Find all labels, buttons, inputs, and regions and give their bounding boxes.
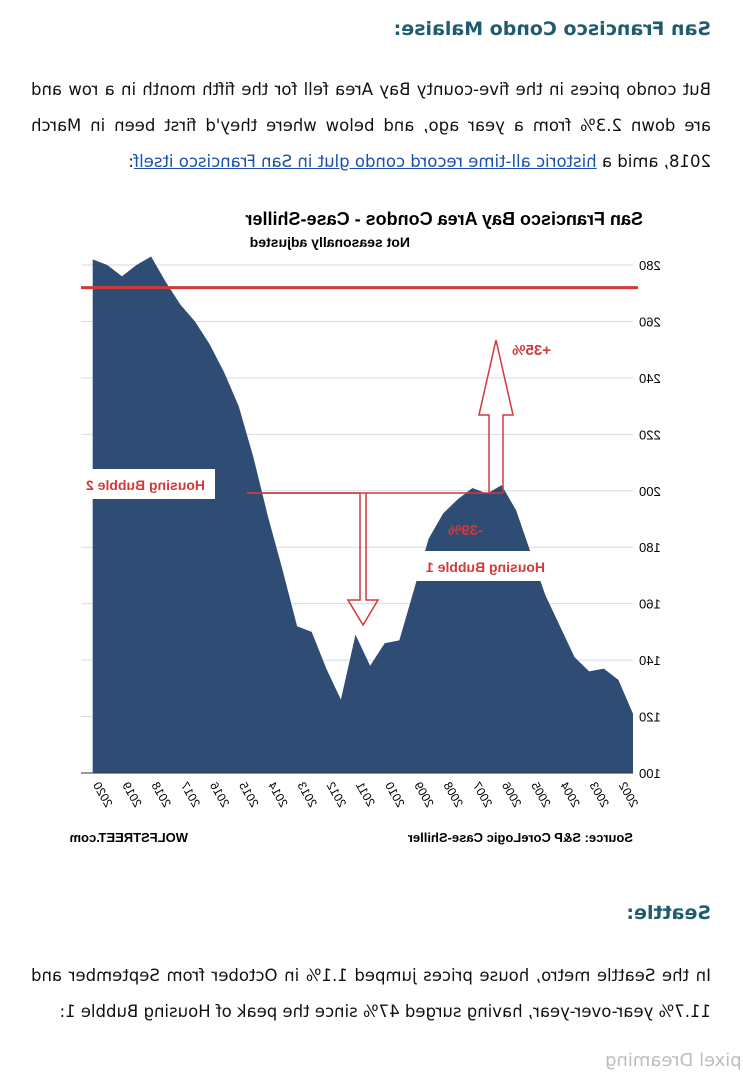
- x-tick-label: 2014: [265, 779, 291, 809]
- sf-paragraph: But condo prices in the five-county Bay …: [31, 72, 711, 180]
- annotations: -39% +35% Housing Bubble 2 Housing Bubbl…: [57, 339, 555, 627]
- y-tick-label: 140: [639, 653, 661, 668]
- y-tick-label: 260: [639, 314, 661, 329]
- y-tick-label: 160: [639, 597, 661, 612]
- x-tick-label: 2010: [382, 779, 408, 809]
- x-tick-label: 2006: [499, 779, 525, 809]
- case-shiller-chart: San Francisco Bay Area Condos - Case-Shi…: [57, 209, 661, 845]
- x-tick-label: 2013: [294, 779, 320, 809]
- section-heading-sf: San Francisco Condo Malaise:: [393, 18, 711, 40]
- x-tick-label: 2011: [353, 779, 378, 809]
- y-tick-label: 280: [639, 258, 661, 273]
- x-tick-label: 2004: [557, 779, 583, 809]
- bubble1-label: Housing Bubble 1: [426, 559, 545, 575]
- chart-subtitle: Not seasonally adjusted: [250, 234, 410, 250]
- section-heading-seattle: Seattle:: [626, 902, 711, 924]
- chart-title: San Francisco Bay Area Condos - Case-Shi…: [246, 209, 643, 229]
- chart-source: Source: S&P CoreLogic Case-Shiller: [408, 830, 633, 845]
- x-tick-label: 2008: [440, 779, 466, 809]
- x-tick-label: 2005: [528, 779, 554, 809]
- plot-area: [81, 256, 638, 774]
- drop-arrow-outline: [247, 492, 380, 627]
- y-tick-label: 220: [639, 427, 661, 442]
- x-tick-label: 2012: [324, 779, 350, 809]
- bubble2-label-box: [57, 469, 215, 499]
- y-tick-label: 120: [639, 710, 661, 725]
- condo-glut-link[interactable]: historic all-time record condo glut in S…: [133, 152, 597, 171]
- x-tick-label: 2019: [119, 779, 145, 809]
- chart-credit: WOLFSTREET.com: [70, 830, 188, 845]
- x-tick-label: 2020: [90, 779, 116, 809]
- y-tick-label: 200: [639, 484, 661, 499]
- x-tick-label: 2015: [236, 779, 262, 809]
- sf-paragraph-end: :: [128, 152, 134, 171]
- rise-arrow-outline: [478, 339, 514, 493]
- rise-label: +35%: [512, 342, 551, 359]
- x-tick-label: 2003: [586, 779, 612, 809]
- x-axis: 2002200320042005200620072008200920102011…: [90, 779, 641, 809]
- x-tick-label: 2017: [178, 779, 204, 809]
- y-tick-label: 100: [639, 766, 661, 781]
- y-tick-label: 180: [639, 540, 661, 555]
- y-axis: 100 120 140 160 180 200 220 240 260 280: [639, 258, 661, 781]
- price-area-series: [92, 256, 633, 773]
- watermark-text: Depixel Dreaming: [605, 1050, 743, 1071]
- y-tick-label: 240: [639, 371, 661, 386]
- x-tick-label: 2007: [470, 779, 496, 809]
- bubble1-label-box: [397, 551, 555, 581]
- x-tick-label: 2016: [207, 779, 233, 809]
- x-tick-label: 2002: [616, 779, 642, 809]
- bubble2-label: Housing Bubble 2: [86, 477, 205, 493]
- drop-label: -39%: [448, 522, 483, 539]
- x-tick-label: 2009: [411, 779, 437, 809]
- seattle-paragraph: In the Seattle metro, house prices jumpe…: [31, 966, 711, 1021]
- x-tick-label: 2018: [148, 779, 174, 809]
